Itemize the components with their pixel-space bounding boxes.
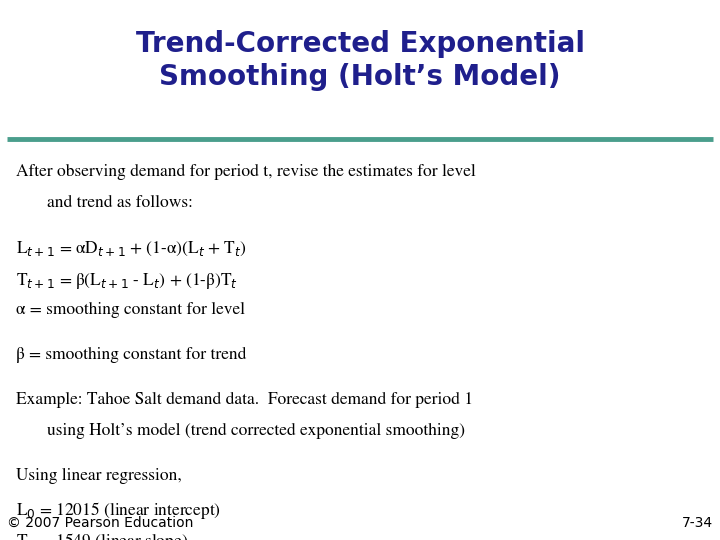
Text: α = smoothing constant for level: α = smoothing constant for level	[16, 302, 245, 319]
Text: After observing demand for period t, revise the estimates for level: After observing demand for period t, rev…	[16, 164, 476, 180]
Text: using Holt’s model (trend corrected exponential smoothing): using Holt’s model (trend corrected expo…	[47, 423, 465, 440]
Text: Trend-Corrected Exponential
Smoothing (Holt’s Model): Trend-Corrected Exponential Smoothing (H…	[135, 30, 585, 91]
Text: Example: Tahoe Salt demand data.  Forecast demand for period 1: Example: Tahoe Salt demand data. Forecas…	[16, 392, 473, 408]
Text: β = smoothing constant for trend: β = smoothing constant for trend	[16, 347, 246, 363]
Text: T$_0$ = 1549 (linear slope): T$_0$ = 1549 (linear slope)	[16, 531, 188, 540]
Text: T$_{t+1}$ = β(L$_{t+1}$ - L$_t$) + (1-β)T$_t$: T$_{t+1}$ = β(L$_{t+1}$ - L$_t$) + (1-β)…	[16, 271, 238, 291]
Text: Using linear regression,: Using linear regression,	[16, 468, 181, 484]
Text: L$_0$ = 12015 (linear intercept): L$_0$ = 12015 (linear intercept)	[16, 500, 221, 521]
Text: L$_{t+1}$ = αD$_{t+1}$ + (1-α)(L$_t$ + T$_t$): L$_{t+1}$ = αD$_{t+1}$ + (1-α)(L$_t$ + T…	[16, 240, 247, 258]
Text: and trend as follows:: and trend as follows:	[47, 195, 193, 211]
Text: © 2007 Pearson Education: © 2007 Pearson Education	[7, 516, 194, 530]
Text: 7-34: 7-34	[682, 516, 713, 530]
